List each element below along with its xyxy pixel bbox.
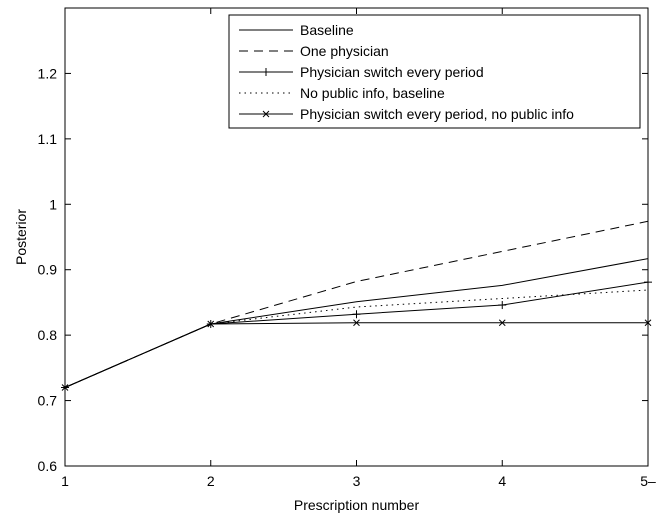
x-tick-label: 4: [498, 473, 506, 489]
y-tick-label: 0.9: [38, 262, 58, 278]
series-line-2: [64, 220, 649, 388]
legend-marker-3: [262, 68, 270, 76]
legend-label-2: One physician: [300, 43, 389, 59]
y-tick-label: 0.8: [38, 327, 58, 343]
marker-x-b: [498, 319, 506, 327]
marker-x-b: [207, 320, 215, 328]
marker-x-b: [262, 110, 270, 118]
series-5-point: [498, 319, 506, 327]
series-line-3: [64, 281, 649, 388]
y-tick-label: 0.6: [38, 458, 58, 474]
y-tick-label: 0.7: [38, 393, 58, 409]
legend-marker-5: [262, 110, 270, 118]
plot-area: [61, 220, 652, 392]
legend: Baseline One physician Physician switch ev…: [228, 14, 641, 129]
y-tick-label: 1.2: [38, 65, 58, 81]
series-5-point: [207, 320, 215, 328]
series-line-4: [64, 289, 649, 388]
y-tick-label: 1.1: [38, 131, 58, 147]
x-tick-label: 3: [353, 473, 361, 489]
series-3-point: [498, 301, 507, 310]
x-axis-label: Prescription number: [294, 497, 420, 513]
x-tick-label: 1: [61, 473, 69, 489]
x-tick-label: 5–: [640, 473, 656, 489]
legend-label-4: No public info, baseline: [300, 85, 445, 101]
legend-label-1: Baseline: [300, 22, 354, 38]
axes: 1 2 3 4 5– 0.6 0.7 0.8 0.9 1 1.1 1.2: [38, 7, 656, 489]
y-axis-label: Posterior: [13, 209, 29, 265]
legend-label-5: Physician switch every period, no public…: [300, 106, 574, 122]
y-tick-label: 1: [49, 196, 57, 212]
series-line-5: [64, 322, 648, 388]
marker-x-b: [353, 319, 360, 327]
legend-label-3: Physician switch every period: [300, 64, 484, 80]
series-5-point: [353, 319, 360, 327]
x-tick-label: 2: [207, 473, 215, 489]
legend-box: [228, 14, 641, 129]
series-3-point: [352, 310, 361, 319]
